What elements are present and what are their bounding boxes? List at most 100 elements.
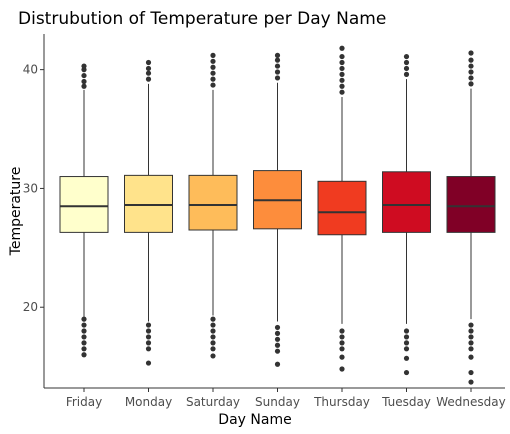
x-tick-label: Monday xyxy=(125,395,172,409)
outlier-point xyxy=(81,83,87,89)
x-tick-label: Saturday xyxy=(186,395,240,409)
outlier-point xyxy=(145,59,152,66)
outlier-point xyxy=(339,354,345,360)
outlier-point xyxy=(210,340,216,346)
outlier-point xyxy=(468,379,474,385)
outlier-point xyxy=(339,71,345,77)
outlier-point xyxy=(468,63,474,69)
outlier-point xyxy=(210,322,216,328)
outlier-point xyxy=(145,76,152,82)
y-tick-label: 20 xyxy=(23,300,38,314)
box-group-wednesday xyxy=(446,50,496,385)
y-axis-title: Temperature xyxy=(8,167,24,257)
outlier-point xyxy=(403,71,410,77)
y-tick-label: 30 xyxy=(23,181,38,195)
box xyxy=(382,171,431,233)
box-group-saturday xyxy=(188,52,238,359)
outlier-point xyxy=(81,78,87,85)
outlier-point xyxy=(339,59,345,66)
outlier-point xyxy=(145,334,152,340)
outlier-point xyxy=(274,57,281,63)
outlier-point xyxy=(210,64,216,70)
outlier-point xyxy=(339,45,345,51)
outlier-point xyxy=(339,65,345,72)
outlier-point xyxy=(210,58,216,64)
outlier-point xyxy=(145,70,152,76)
outlier-point xyxy=(210,82,216,88)
outlier-point xyxy=(81,67,87,73)
x-tick-label: Wednesday xyxy=(436,395,505,409)
box xyxy=(317,180,367,236)
x-axis: Friday Monday Saturday Sunday Thursday Tuesda… xyxy=(66,388,506,409)
outlier-point xyxy=(403,53,410,60)
outlier-point xyxy=(81,352,87,358)
outlier-point xyxy=(210,76,216,82)
outlier-point xyxy=(145,346,152,352)
outlier-point xyxy=(468,322,474,328)
outlier-point xyxy=(210,52,216,58)
outlier-point xyxy=(468,75,474,81)
outlier-point xyxy=(81,340,87,346)
outlier-point xyxy=(339,83,345,89)
outlier-point xyxy=(274,348,281,354)
box-group-thursday xyxy=(317,45,367,372)
outlier-point xyxy=(403,346,410,352)
outlier-point xyxy=(274,63,281,69)
outlier-point xyxy=(403,369,410,376)
outlier-point xyxy=(339,366,345,372)
box xyxy=(124,174,173,233)
outlier-point xyxy=(468,50,474,56)
outlier-point xyxy=(403,59,410,66)
x-tick-label: Thursday xyxy=(313,395,370,409)
outlier-point xyxy=(145,328,152,334)
outlier-point xyxy=(468,69,474,75)
x-axis-title: Day Name xyxy=(218,412,291,428)
outlier-point xyxy=(145,360,152,366)
y-axis: 20 30 40 xyxy=(23,63,44,314)
box-group-monday xyxy=(124,59,173,366)
outlier-point xyxy=(81,346,87,352)
outlier-point xyxy=(339,328,345,334)
outlier-point xyxy=(339,89,345,95)
outlier-point xyxy=(81,72,87,79)
box-group-tuesday xyxy=(382,53,431,376)
plot-area xyxy=(59,45,496,385)
outlier-point xyxy=(210,70,216,76)
outlier-point xyxy=(274,342,281,348)
outlier-point xyxy=(468,328,474,334)
outlier-point xyxy=(145,340,152,346)
outlier-point xyxy=(81,334,87,340)
chart-title: Distrubution of Temperature per Day Name xyxy=(18,9,386,29)
outlier-point xyxy=(274,69,281,75)
outlier-point xyxy=(468,346,474,352)
box-group-sunday xyxy=(253,52,302,367)
y-tick-label: 40 xyxy=(23,63,38,77)
outlier-point xyxy=(274,324,281,331)
outlier-point xyxy=(339,77,345,83)
box xyxy=(446,176,496,233)
outlier-point xyxy=(339,334,345,340)
outlier-point xyxy=(210,328,216,334)
outlier-point xyxy=(81,316,87,322)
outlier-point xyxy=(339,346,345,352)
box xyxy=(59,176,109,233)
outlier-point xyxy=(468,369,474,376)
box xyxy=(188,174,238,231)
outlier-point xyxy=(274,330,281,336)
outlier-point xyxy=(403,340,410,346)
outlier-point xyxy=(210,316,216,322)
outlier-point xyxy=(145,322,152,328)
outlier-point xyxy=(468,340,474,346)
outlier-point xyxy=(468,354,474,360)
outlier-point xyxy=(210,353,216,359)
x-tick-label: Sunday xyxy=(255,395,300,409)
outlier-point xyxy=(210,334,216,340)
outlier-point xyxy=(403,328,410,334)
outlier-point xyxy=(468,334,474,340)
outlier-point xyxy=(145,65,152,72)
outlier-point xyxy=(403,355,410,361)
outlier-point xyxy=(274,361,281,367)
outlier-point xyxy=(468,81,474,87)
outlier-point xyxy=(210,346,216,352)
